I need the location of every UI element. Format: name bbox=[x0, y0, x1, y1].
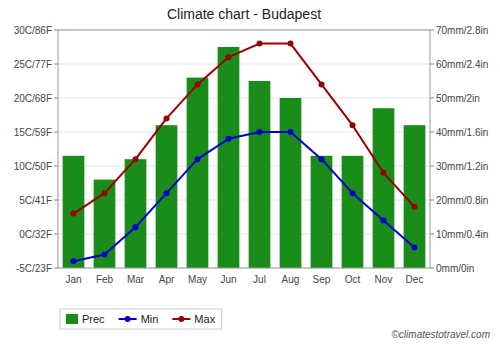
point bbox=[71, 258, 77, 264]
point bbox=[226, 54, 232, 60]
point bbox=[133, 224, 139, 230]
point bbox=[319, 156, 325, 162]
bar bbox=[156, 125, 178, 268]
x-tick-label: Jul bbox=[253, 274, 266, 285]
line bbox=[74, 44, 415, 214]
legend-marker bbox=[125, 316, 131, 322]
x-tick-label: May bbox=[188, 274, 207, 285]
legend-swatch bbox=[66, 314, 78, 324]
point bbox=[381, 217, 387, 223]
title: Climate chart - Budapest bbox=[167, 6, 321, 22]
y2-tick-label: 70mm/2.8in bbox=[436, 25, 488, 36]
chart-container: Climate chart - Budapest -5C/23F 0C/32F 5C/… bbox=[0, 0, 500, 350]
y2-tick-label: 40mm/1.6in bbox=[436, 127, 488, 138]
y2-tick-label: 0mm/0in bbox=[436, 263, 474, 274]
point bbox=[133, 156, 139, 162]
point bbox=[102, 190, 108, 196]
grid-line bbox=[58, 98, 430, 99]
point bbox=[257, 41, 263, 47]
y2-tick-label: 30mm/1.2in bbox=[436, 161, 488, 172]
point bbox=[71, 211, 77, 217]
bar bbox=[342, 156, 364, 268]
y-tick-label: 15C/59F bbox=[14, 127, 52, 138]
x-tick-label: Nov bbox=[375, 274, 393, 285]
y2-tick bbox=[430, 64, 434, 65]
y-tick-label: 10C/50F bbox=[14, 161, 52, 172]
plot-frame bbox=[58, 30, 430, 268]
y-tick bbox=[54, 98, 58, 99]
x-tick-label: Aug bbox=[282, 274, 300, 285]
point bbox=[195, 156, 201, 162]
bar bbox=[373, 108, 395, 268]
point bbox=[412, 204, 418, 210]
legend-label: Prec bbox=[82, 313, 105, 325]
grid-line bbox=[58, 64, 430, 65]
legend-label: Max bbox=[194, 313, 215, 325]
x-tick-label: Jan bbox=[65, 274, 81, 285]
y2-tick-label: 50mm/2in bbox=[436, 93, 480, 104]
point bbox=[288, 129, 294, 135]
y-tick-label: 25C/77F bbox=[14, 59, 52, 70]
y-tick bbox=[54, 200, 58, 201]
legend-label: Min bbox=[141, 313, 159, 325]
y-tick bbox=[54, 30, 58, 31]
y-tick-label: 5C/41F bbox=[19, 195, 52, 206]
legend: Prec Min Max bbox=[66, 313, 216, 325]
legend-marker bbox=[178, 316, 184, 322]
point bbox=[257, 129, 263, 135]
point bbox=[350, 122, 356, 128]
point bbox=[164, 190, 170, 196]
x-tick-label: Feb bbox=[96, 274, 114, 285]
y-tick bbox=[54, 132, 58, 133]
marks bbox=[63, 41, 426, 268]
y-tick bbox=[54, 166, 58, 167]
bar bbox=[280, 98, 302, 268]
point bbox=[381, 170, 387, 176]
point bbox=[412, 245, 418, 251]
point bbox=[319, 81, 325, 87]
y2-tick bbox=[430, 200, 434, 201]
y-tick bbox=[54, 234, 58, 235]
y-tick bbox=[54, 268, 58, 269]
bar bbox=[94, 180, 116, 268]
y2-tick bbox=[430, 132, 434, 133]
point bbox=[350, 190, 356, 196]
bar bbox=[218, 47, 240, 268]
bar bbox=[311, 156, 333, 268]
bar bbox=[404, 125, 426, 268]
y2-tick bbox=[430, 234, 434, 235]
x-tick-label: Sep bbox=[313, 274, 331, 285]
x-tick-label: Apr bbox=[159, 274, 175, 285]
annotation: ©climatestotravel.com bbox=[391, 329, 490, 340]
x-tick-label: Oct bbox=[345, 274, 361, 285]
x-tick-label: Jun bbox=[220, 274, 236, 285]
x-tick-label: Mar bbox=[127, 274, 145, 285]
y-tick bbox=[54, 64, 58, 65]
bar bbox=[125, 159, 147, 268]
y2-tick bbox=[430, 268, 434, 269]
y2-tick bbox=[430, 98, 434, 99]
y2-tick bbox=[430, 166, 434, 167]
point bbox=[195, 81, 201, 87]
bar bbox=[249, 81, 271, 268]
chart-svg: Climate chart - Budapest -5C/23F 0C/32F 5C/… bbox=[0, 0, 500, 350]
y2-tick bbox=[430, 30, 434, 31]
point bbox=[226, 136, 232, 142]
y-tick-label: 0C/32F bbox=[19, 229, 52, 240]
y2-tick-label: 20mm/0.8in bbox=[436, 195, 488, 206]
bar bbox=[187, 78, 209, 268]
y-tick-label: 30C/86F bbox=[14, 25, 52, 36]
point bbox=[164, 115, 170, 121]
x-tick-label: Dec bbox=[406, 274, 424, 285]
y2-tick-label: 10mm/0.4in bbox=[436, 229, 488, 240]
y-tick-label: -5C/23F bbox=[16, 263, 52, 274]
line bbox=[74, 132, 415, 261]
bar bbox=[63, 156, 85, 268]
y-tick-label: 20C/68F bbox=[14, 93, 52, 104]
legend-frame bbox=[60, 309, 222, 329]
point bbox=[102, 251, 108, 257]
point bbox=[288, 41, 294, 47]
y2-tick-label: 60mm/2.4in bbox=[436, 59, 488, 70]
